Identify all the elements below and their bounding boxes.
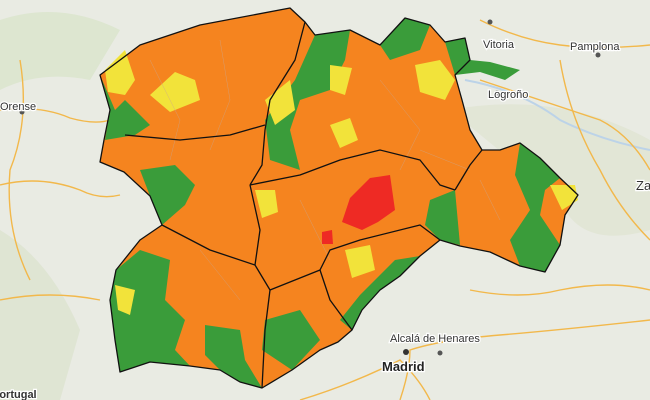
zone-red [342, 175, 395, 230]
road [559, 59, 650, 241]
zone-yellow [415, 60, 455, 100]
city-label: Logroño [488, 89, 528, 101]
zone-green [100, 75, 150, 140]
zone-yellow [550, 185, 578, 210]
province-border [249, 184, 271, 389]
zone-green [425, 190, 460, 245]
city-label: Pamplona [570, 41, 620, 53]
zone-yellow [105, 50, 135, 95]
labels: Vitoria Pamplona Logroño Orense Alcalá d… [0, 38, 650, 400]
place-markers [19, 19, 601, 356]
city-dot [494, 90, 500, 96]
roads [0, 19, 650, 400]
region [99, 7, 579, 389]
road [0, 180, 121, 198]
province-border [319, 269, 353, 331]
road [469, 284, 650, 296]
province-border [454, 149, 483, 191]
city-label: Za [636, 178, 650, 193]
road [0, 294, 101, 301]
zone-yellow [330, 118, 358, 148]
region-orange [100, 8, 578, 388]
zone-green [110, 250, 190, 372]
zone-yellow [150, 72, 200, 112]
province-borders [99, 7, 579, 389]
city-label: Orense [0, 101, 36, 113]
city-label: Alcalá de Henares [390, 333, 480, 345]
zone-red [322, 230, 333, 244]
province-border [269, 224, 441, 291]
terrain [0, 230, 80, 400]
municipal-lines [149, 39, 501, 301]
zone-green [262, 310, 320, 370]
road [299, 359, 431, 400]
zone-green [445, 38, 520, 80]
province-border [249, 149, 456, 191]
city-dot [487, 19, 493, 25]
province-border [161, 224, 256, 266]
zone-green [510, 143, 560, 272]
city-dot [595, 52, 601, 58]
road [479, 79, 650, 171]
region-border [99, 7, 579, 389]
terrain [0, 12, 120, 90]
city-dot [19, 109, 25, 115]
zone-green [140, 165, 195, 225]
zone-green [380, 18, 430, 60]
city-dot [437, 350, 443, 356]
country-label: Portugal [0, 389, 37, 400]
zone-yellow [255, 190, 278, 218]
zone-yellow [115, 285, 135, 315]
province-border [124, 124, 266, 141]
city-label: Madrid [382, 359, 425, 374]
road [399, 319, 650, 400]
road [479, 19, 650, 49]
zone-yellow [330, 65, 352, 95]
zone-yellow [345, 245, 375, 278]
river [464, 79, 650, 151]
zone-green [265, 30, 350, 170]
city-dot [403, 349, 409, 355]
municipal-line [149, 39, 501, 301]
road [0, 107, 111, 123]
zone-yellow [265, 80, 295, 125]
road [8, 59, 31, 281]
province-border [249, 21, 306, 186]
zone-green [205, 325, 262, 388]
city-label: Vitoria [483, 39, 515, 51]
zone-green [340, 256, 420, 330]
